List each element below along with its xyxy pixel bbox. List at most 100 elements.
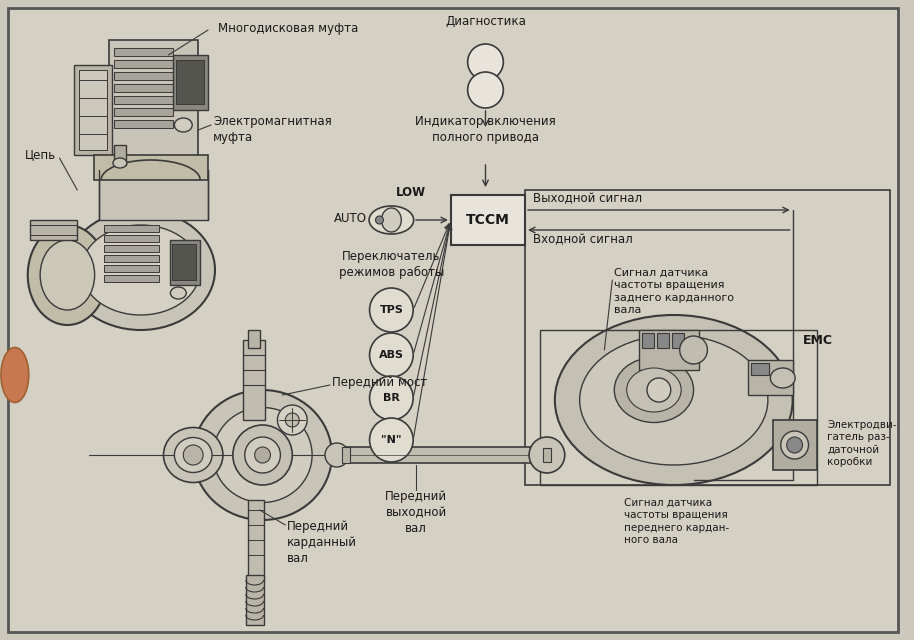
Circle shape xyxy=(647,378,671,402)
Circle shape xyxy=(781,431,809,459)
Text: LOW: LOW xyxy=(397,186,427,198)
Circle shape xyxy=(233,425,292,485)
Circle shape xyxy=(468,72,504,108)
Circle shape xyxy=(787,437,802,453)
Bar xyxy=(248,500,263,580)
Circle shape xyxy=(285,413,299,427)
Text: TPS: TPS xyxy=(379,305,403,315)
Text: Переключатель
режимов работы: Переключатель режимов работы xyxy=(339,250,444,279)
Text: Индикатор включения
полного привода: Индикатор включения полного привода xyxy=(415,115,556,144)
Ellipse shape xyxy=(164,428,223,483)
Text: ЕМС: ЕМС xyxy=(802,333,833,346)
Circle shape xyxy=(245,437,281,473)
Ellipse shape xyxy=(627,368,681,412)
Bar xyxy=(30,220,78,240)
Circle shape xyxy=(184,445,203,465)
Circle shape xyxy=(278,405,307,435)
Circle shape xyxy=(325,443,349,467)
Ellipse shape xyxy=(81,225,200,315)
Bar xyxy=(74,65,112,155)
Bar xyxy=(104,265,158,272)
Ellipse shape xyxy=(369,206,414,234)
Bar xyxy=(104,275,158,282)
Bar xyxy=(639,330,698,370)
Text: Сигнал датчика
частоты вращения
переднего кардан-
ного вала: Сигнал датчика частоты вращения переднег… xyxy=(624,498,729,545)
Bar xyxy=(104,245,158,252)
Bar xyxy=(114,60,174,68)
Bar xyxy=(672,333,684,348)
Bar xyxy=(176,60,204,104)
Ellipse shape xyxy=(579,335,768,465)
Ellipse shape xyxy=(175,118,192,132)
Ellipse shape xyxy=(170,287,186,299)
Ellipse shape xyxy=(555,315,792,485)
Bar xyxy=(332,447,545,463)
Circle shape xyxy=(369,333,413,377)
Text: Сигнал датчика
частоты вращения
заднего карданного
вала: Сигнал датчика частоты вращения заднего … xyxy=(614,268,734,316)
Text: AUTO: AUTO xyxy=(334,211,367,225)
Text: Передний мост: Передний мост xyxy=(332,376,427,388)
Bar xyxy=(540,330,817,485)
Bar xyxy=(114,145,126,165)
Bar xyxy=(246,575,263,625)
Ellipse shape xyxy=(193,390,332,520)
Text: ABS: ABS xyxy=(379,350,404,360)
Ellipse shape xyxy=(67,210,215,330)
Bar xyxy=(543,448,551,462)
Bar xyxy=(773,420,817,470)
Text: Многодисковая муфта: Многодисковая муфта xyxy=(218,22,358,35)
Ellipse shape xyxy=(1,348,28,403)
Circle shape xyxy=(376,216,384,224)
Bar xyxy=(104,255,158,262)
Circle shape xyxy=(369,418,413,462)
Bar xyxy=(748,360,792,395)
Circle shape xyxy=(529,437,565,473)
Bar xyxy=(657,333,669,348)
Bar xyxy=(248,330,260,348)
Bar xyxy=(114,48,174,56)
Bar xyxy=(109,40,198,170)
Ellipse shape xyxy=(771,368,795,388)
Bar xyxy=(170,240,200,285)
Circle shape xyxy=(369,376,413,420)
Bar xyxy=(451,195,526,245)
Bar xyxy=(751,363,769,375)
Text: Диагностика: Диагностика xyxy=(445,15,526,28)
Ellipse shape xyxy=(113,158,127,168)
Bar xyxy=(114,120,174,128)
Bar xyxy=(99,170,208,220)
Text: Передний
карданный
вал: Передний карданный вал xyxy=(287,520,357,565)
Bar xyxy=(243,340,264,420)
Text: ТССМ: ТССМ xyxy=(466,213,510,227)
Ellipse shape xyxy=(614,358,694,422)
Text: Выходной сигнал: Выходной сигнал xyxy=(533,192,643,205)
Circle shape xyxy=(468,44,504,80)
Bar xyxy=(173,244,197,280)
Bar xyxy=(114,96,174,104)
Text: Цепь: Цепь xyxy=(25,148,56,161)
Circle shape xyxy=(369,288,413,332)
Bar xyxy=(342,447,350,463)
Bar xyxy=(104,225,158,232)
Bar xyxy=(80,70,107,150)
Bar xyxy=(174,55,208,110)
Circle shape xyxy=(255,447,271,463)
Ellipse shape xyxy=(213,408,312,502)
Bar xyxy=(114,72,174,80)
Bar xyxy=(642,333,654,348)
Text: BR: BR xyxy=(383,393,399,403)
Bar xyxy=(526,190,889,485)
Circle shape xyxy=(680,336,707,364)
Text: Электромагнитная
муфта: Электромагнитная муфта xyxy=(213,115,332,144)
Text: "N": "N" xyxy=(381,435,401,445)
Ellipse shape xyxy=(381,208,401,232)
Ellipse shape xyxy=(40,240,95,310)
Text: Передний
выходной
вал: Передний выходной вал xyxy=(385,490,447,535)
Ellipse shape xyxy=(175,438,212,472)
Bar xyxy=(114,84,174,92)
Ellipse shape xyxy=(27,225,107,325)
Bar xyxy=(104,235,158,242)
Text: Электродви-
гатель раз-
даточной
коробки: Электродви- гатель раз- даточной коробки xyxy=(827,420,897,467)
Text: Входной сигнал: Входной сигнал xyxy=(533,233,632,246)
Bar xyxy=(94,155,208,180)
